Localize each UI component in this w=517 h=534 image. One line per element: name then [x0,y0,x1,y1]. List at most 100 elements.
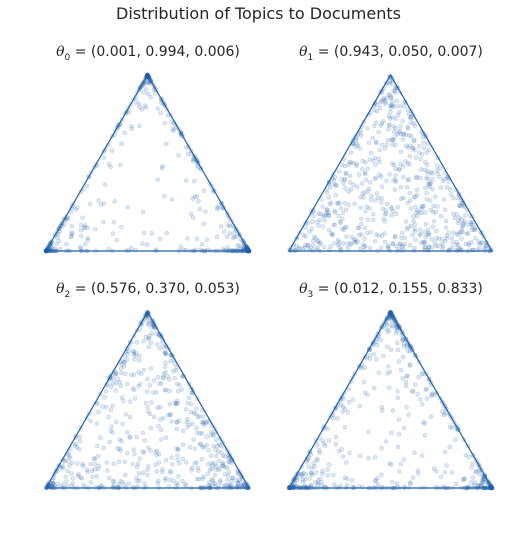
scatter-point [288,248,294,254]
scatter-point [367,157,373,162]
scatter-point [124,346,130,351]
scatter-point [51,472,57,477]
scatter-point [419,130,424,135]
scatter-point [94,474,100,479]
scatter-point [149,400,154,405]
scatter-point [243,243,249,248]
scatter-point [470,222,475,228]
scatter-point [69,206,74,211]
scatter-point [392,234,398,239]
scatter-point [131,350,136,355]
scatter-point [389,212,394,218]
scatter-point [170,353,175,359]
scatter-point [196,198,201,204]
scatter-point [50,244,55,249]
scatter-point [360,191,365,196]
scatter-point [144,74,149,80]
scatter-point [238,472,244,478]
scatter-point [148,94,153,100]
scatter-point [346,202,352,207]
scatter-point [383,81,389,86]
scatter-point [244,245,250,250]
scatter-point [458,203,464,208]
scatter-point [370,341,375,346]
scatter-point [128,102,134,107]
scatter-point [413,204,418,210]
scatter-point [465,443,471,449]
scatter-point [352,201,357,207]
scatter-point [45,246,50,251]
scatter-point [231,248,237,254]
scatter-point [194,476,200,482]
scatter-point [239,484,245,490]
scatter-point [360,158,366,164]
scatter-point [136,101,142,107]
scatter-point [60,485,66,491]
scatter-point [473,469,479,475]
scatter-point [75,461,80,466]
scatter-point [382,100,388,105]
scatter-point [419,210,424,216]
scatter-point [388,78,393,84]
scatter-point [131,348,136,354]
scatter-point [149,330,154,336]
scatter-point [148,340,154,346]
scatter-point [410,145,415,151]
scatter-point [187,445,193,450]
scatter-point [398,161,403,167]
scatter-point [88,461,93,467]
scatter-point [395,389,400,394]
scatter-point [142,314,148,319]
scatter-point [246,248,252,254]
scatter-point [422,244,427,250]
scatter-point [161,415,166,421]
scatter-point [292,248,297,253]
scatter-point [43,248,49,254]
scatter-point [246,248,252,254]
scatter-point [178,130,183,135]
scatter-point [418,397,423,402]
scatter-point [419,203,424,209]
scatter-point [148,79,154,84]
scatter-point [43,248,49,254]
scatter-point [54,485,59,490]
scatter-point [348,160,354,165]
scatter-point [411,214,416,219]
scatter-point [365,125,370,131]
scatter-point [387,75,393,80]
scatter-point [46,243,52,249]
scatter-point [475,485,480,491]
scatter-point [208,433,214,438]
scatter-point [207,468,213,473]
scatter-point [86,174,92,180]
scatter-point [168,352,174,357]
scatter-point [393,142,398,148]
panel-1 [287,73,494,254]
scatter-point [131,485,136,491]
scatter-point [161,375,166,380]
scatter-point [139,320,144,325]
scatter-point [381,353,386,359]
scatter-point [297,246,302,252]
scatter-point [357,232,362,238]
scatter-point [374,175,379,181]
scatter-point [358,195,363,200]
scatter-point [92,457,97,462]
scatter-point [146,344,152,350]
scatter-point [350,141,355,146]
scatter-point [406,133,412,138]
scatter-point [139,371,144,377]
scatter-point [447,424,453,430]
scatter-point [423,185,428,191]
scatter-point [215,205,220,210]
scatter-point [407,143,413,148]
scatter-point [146,74,152,80]
scatter-point [82,225,87,231]
scatter-point [353,136,359,141]
scatter-point [126,481,132,486]
scatter-point [219,201,225,207]
scatter-point [384,95,390,100]
scatter-point [105,468,110,473]
scatter-point [178,130,183,135]
scatter-point [88,418,93,424]
